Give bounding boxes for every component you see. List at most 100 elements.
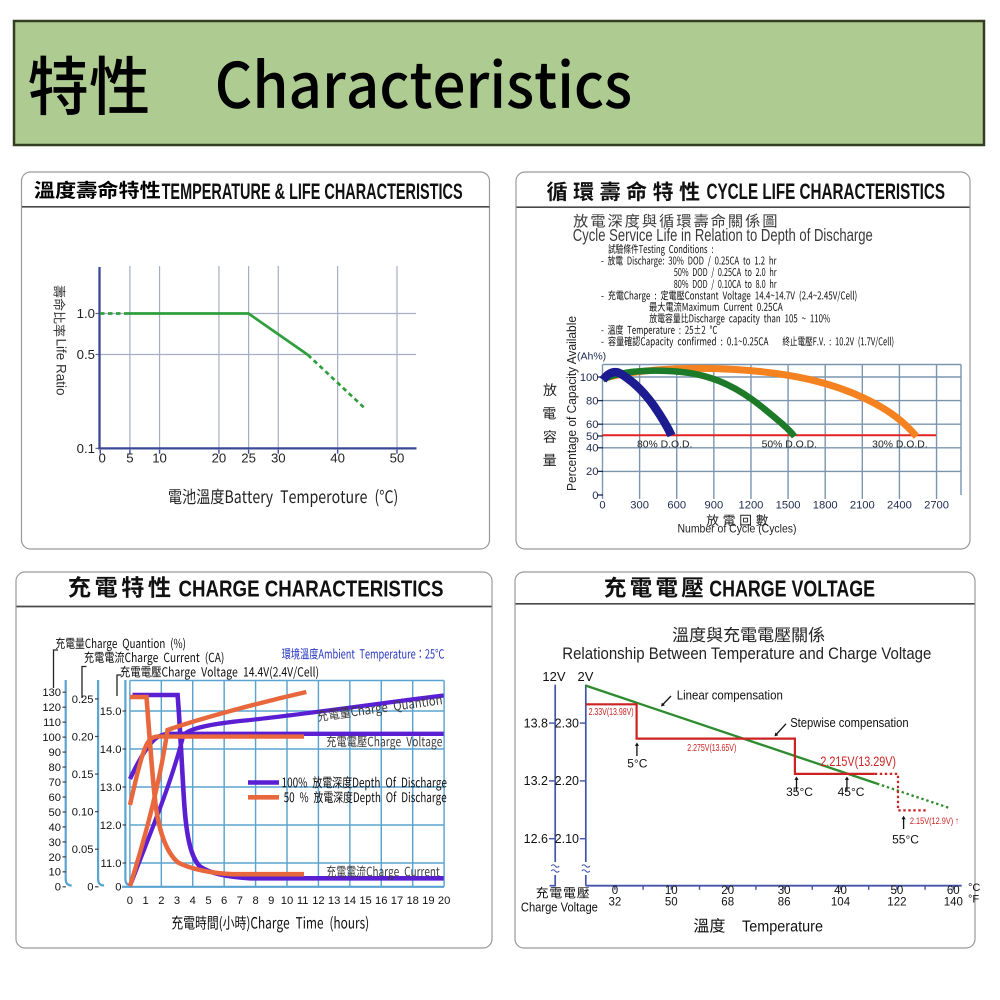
svg-text:Temperature: Temperature <box>742 919 823 936</box>
svg-text:14.0: 14.0 <box>100 744 122 756</box>
svg-text:CHARGE VOLTAGE: CHARGE VOLTAGE <box>709 575 875 601</box>
svg-text:2.215V(13.29V): 2.215V(13.29V) <box>820 754 896 769</box>
svg-text:30: 30 <box>49 837 61 849</box>
svg-text:0: 0 <box>87 882 93 894</box>
svg-text:2.20: 2.20 <box>555 774 579 788</box>
svg-text:10: 10 <box>665 885 678 897</box>
svg-text:120: 120 <box>42 702 61 714</box>
svg-text:25: 25 <box>241 451 256 466</box>
svg-text:122: 122 <box>887 896 906 908</box>
svg-text:2.10: 2.10 <box>555 832 579 846</box>
svg-text:Charge Voltage: Charge Voltage <box>521 901 598 915</box>
svg-text:1: 1 <box>142 895 148 907</box>
svg-text:2100: 2100 <box>850 500 875 512</box>
svg-text:13.2: 13.2 <box>524 774 548 788</box>
svg-text:0.20: 0.20 <box>72 731 94 743</box>
svg-text:Life Ratio: Life Ratio <box>54 339 69 396</box>
svg-text:2.33V(13.98V): 2.33V(13.98V) <box>589 707 634 718</box>
svg-text:45°C: 45°C <box>838 785 865 799</box>
svg-text:140: 140 <box>944 896 963 908</box>
svg-text:15: 15 <box>359 895 371 907</box>
svg-text:40: 40 <box>834 885 847 897</box>
svg-text:50: 50 <box>665 896 678 908</box>
svg-text:0: 0 <box>127 895 133 907</box>
svg-text:5°C: 5°C <box>627 756 647 770</box>
svg-text:1.0: 1.0 <box>77 306 95 321</box>
svg-text:0.1: 0.1 <box>77 441 95 456</box>
svg-text:TEMPERATURE & LIFE CHARACTERIS: TEMPERATURE & LIFE CHARACTERISTICS <box>162 179 463 204</box>
svg-text:10: 10 <box>49 867 61 879</box>
svg-text:50: 50 <box>49 807 61 819</box>
svg-text:86: 86 <box>778 896 791 908</box>
svg-text:19: 19 <box>422 895 434 907</box>
svg-text:2.15V(12.9V) ↑: 2.15V(12.9V) ↑ <box>910 816 959 827</box>
svg-text:50: 50 <box>891 885 904 897</box>
svg-text:(Ah%): (Ah%) <box>577 351 606 363</box>
svg-text:12: 12 <box>312 895 324 907</box>
svg-text:50: 50 <box>390 451 405 466</box>
svg-text:13.0: 13.0 <box>100 782 122 794</box>
svg-text:30: 30 <box>778 885 791 897</box>
svg-text:40: 40 <box>330 451 345 466</box>
svg-text:110: 110 <box>43 717 61 729</box>
svg-text:10: 10 <box>281 895 293 907</box>
svg-text:35°C: 35°C <box>786 785 813 799</box>
svg-text:Percentage of Capacity Availab: Percentage of Capacity Available <box>564 316 579 491</box>
svg-text:0.10: 0.10 <box>72 807 94 819</box>
svg-text:90: 90 <box>49 747 61 759</box>
svg-text:0.25: 0.25 <box>72 694 94 706</box>
svg-text:20: 20 <box>212 451 227 466</box>
svg-text:Relationship Between Temperatu: Relationship Between Temperature and Cha… <box>562 644 931 663</box>
svg-text:0: 0 <box>592 490 598 502</box>
svg-text:CHARGE CHARACTERISTICS: CHARGE CHARACTERISTICS <box>179 575 444 601</box>
svg-text:13.8: 13.8 <box>524 716 548 730</box>
svg-text:2.30: 2.30 <box>555 716 579 730</box>
svg-text:600: 600 <box>667 500 686 512</box>
svg-text:0.15: 0.15 <box>72 769 94 781</box>
svg-text:100: 100 <box>42 732 61 744</box>
svg-text:°F: °F <box>968 894 979 906</box>
svg-text:2V: 2V <box>578 669 594 684</box>
svg-text:Linear compensation: Linear compensation <box>677 688 783 703</box>
svg-text:60: 60 <box>586 419 598 431</box>
svg-text:13: 13 <box>328 895 340 907</box>
svg-text:12.0: 12.0 <box>100 820 122 832</box>
svg-text:7: 7 <box>237 895 243 907</box>
svg-text:40: 40 <box>586 443 598 455</box>
svg-text:9: 9 <box>268 895 274 907</box>
svg-text:100: 100 <box>580 372 599 384</box>
svg-text:16: 16 <box>375 895 387 907</box>
svg-text:CYCLE LIFE CHARACTERISTICS: CYCLE LIFE CHARACTERISTICS <box>707 179 946 204</box>
svg-text:14: 14 <box>344 895 356 907</box>
svg-text:80: 80 <box>586 395 598 407</box>
svg-text:0.05: 0.05 <box>72 844 94 856</box>
svg-text:0: 0 <box>599 500 605 512</box>
svg-text:Stepwise compensation: Stepwise compensation <box>790 715 908 730</box>
svg-text:18: 18 <box>406 895 418 907</box>
svg-text:2: 2 <box>158 895 164 907</box>
svg-text:20: 20 <box>49 852 61 864</box>
svg-text:70: 70 <box>49 777 61 789</box>
svg-text:900: 900 <box>705 500 724 512</box>
svg-text:15.0: 15.0 <box>100 706 122 718</box>
svg-text:104: 104 <box>831 896 851 908</box>
svg-text:300: 300 <box>630 500 649 512</box>
svg-text:10: 10 <box>152 451 167 466</box>
svg-text:20: 20 <box>586 466 598 478</box>
svg-text:2400: 2400 <box>887 500 912 512</box>
svg-text:17: 17 <box>391 895 403 907</box>
svg-text:5: 5 <box>205 895 211 907</box>
svg-text:50% D.O.D.: 50% D.O.D. <box>762 439 817 450</box>
svg-text:Number of Cycle (Cycles): Number of Cycle (Cycles) <box>678 522 797 536</box>
svg-text:2700: 2700 <box>924 500 949 512</box>
svg-text:5: 5 <box>126 451 133 466</box>
svg-text:0: 0 <box>115 882 121 894</box>
svg-text:12.6: 12.6 <box>524 832 548 846</box>
svg-text:12V: 12V <box>542 669 565 684</box>
svg-text:80% D.O.D.: 80% D.O.D. <box>637 439 692 450</box>
svg-text:3: 3 <box>174 895 180 907</box>
svg-text:6: 6 <box>221 895 227 907</box>
svg-text:40: 40 <box>49 822 61 834</box>
svg-text:°C: °C <box>968 882 980 894</box>
svg-text:1800: 1800 <box>813 500 838 512</box>
